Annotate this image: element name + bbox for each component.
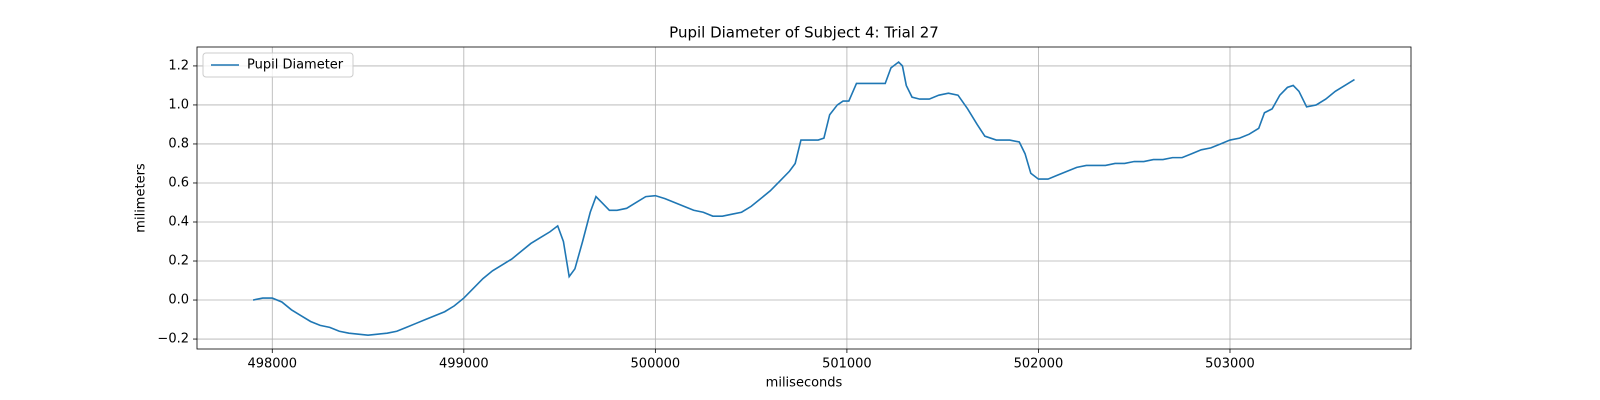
y-tick-label: 0.0 [168,293,189,308]
y-tick-label: 0.4 [168,214,189,229]
plot-frame [196,46,1412,350]
legend-box [202,52,354,78]
y-tick-label: −0.2 [157,332,189,347]
x-tick-label: 500000 [631,357,681,372]
x-tick-label: 501000 [822,357,872,372]
data-line [252,60,1355,336]
x-axis-label: miliseconds [766,376,843,391]
y-tick-label: 0.6 [168,175,189,190]
x-tick-label: 499000 [439,357,489,372]
legend-label: Pupil Diameter [247,58,344,73]
x-tick-label: 502000 [1014,357,1064,372]
y-axis-label: milimeters [134,163,149,233]
chart-title: Pupil Diameter of Subject 4: Trial 27 [669,24,939,42]
y-tick-label: 0.2 [168,254,189,269]
y-tick-label: 1.2 [168,58,189,73]
y-tick-label: 1.0 [168,97,189,112]
x-tick-label: 503000 [1205,357,1255,372]
x-tick-label: 498000 [247,357,297,372]
y-tick-label: 0.8 [168,136,189,151]
